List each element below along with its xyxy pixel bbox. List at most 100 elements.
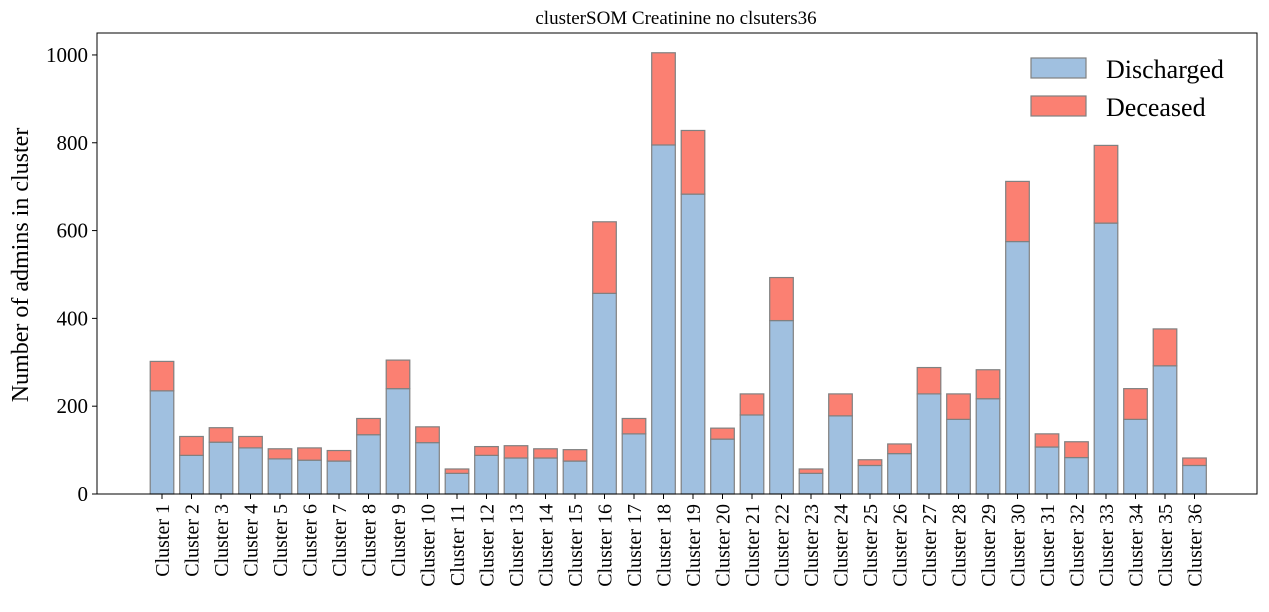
bar-deceased-6 (297, 447, 322, 461)
bar-deceased-9 (385, 359, 411, 390)
bar-discharged-16 (592, 292, 617, 495)
x-tick-label: Cluster 4 (241, 504, 263, 577)
bar-discharged-11 (444, 472, 470, 495)
bar-deceased-21 (739, 393, 765, 416)
bar-deceased-15 (562, 449, 588, 462)
y-tick-label: 400 (57, 306, 89, 330)
y-tick-label: 600 (57, 219, 89, 243)
y-tick-label: 800 (57, 131, 89, 155)
x-tick-label: Cluster 35 (1155, 504, 1177, 587)
bar-discharged-23 (798, 472, 824, 495)
x-tick-label: Cluster 9 (388, 504, 410, 577)
bar-discharged-1 (149, 390, 175, 495)
x-tick-label: Cluster 23 (801, 504, 823, 587)
legend: Discharged Deceased (1030, 55, 1224, 122)
bar-discharged-2 (179, 454, 204, 495)
bar-discharged-28 (946, 418, 971, 495)
bar-deceased-8 (356, 417, 381, 436)
x-tick-label: Cluster 27 (919, 504, 941, 587)
bar-deceased-31 (1034, 433, 1060, 448)
x-tick-label: Cluster 3 (211, 504, 233, 577)
bar-discharged-18 (651, 144, 676, 495)
bar-deceased-17 (621, 417, 647, 435)
axes-frame (96, 32, 1258, 495)
bar-discharged-14 (533, 457, 558, 495)
bar-discharged-3 (208, 441, 234, 495)
legend-label-deceased: Deceased (1106, 93, 1206, 122)
x-tick-label: Cluster 28 (949, 504, 971, 587)
x-tick-label: Cluster 24 (831, 504, 853, 587)
x-tick-label: Cluster 21 (742, 504, 764, 587)
bar-deceased-23 (798, 468, 824, 474)
bar-deceased-14 (533, 448, 558, 459)
x-tick-label: Cluster 10 (418, 504, 440, 587)
x-tick-label: Cluster 33 (1096, 504, 1118, 587)
x-tick-label: Cluster 29 (978, 504, 1000, 587)
x-tick-label: Cluster 26 (890, 504, 912, 587)
bar-deceased-7 (326, 449, 352, 462)
bar-deceased-4 (238, 435, 263, 449)
x-tick-label: Cluster 30 (1008, 504, 1030, 587)
bar-deceased-1 (149, 360, 175, 392)
bar-deceased-32 (1064, 441, 1089, 459)
y-tick-label: 0 (78, 482, 89, 506)
bar-deceased-28 (946, 393, 971, 420)
x-tick-label: Cluster 15 (565, 504, 587, 587)
x-tick-label: Cluster 5 (270, 504, 292, 577)
bar-discharged-10 (415, 442, 440, 495)
bar-deceased-13 (503, 445, 529, 459)
x-tick-label: Cluster 19 (683, 504, 705, 587)
bar-discharged-8 (356, 434, 381, 495)
bar-discharged-31 (1034, 446, 1060, 495)
bar-deceased-33 (1093, 144, 1119, 224)
bar-deceased-5 (267, 448, 293, 460)
x-tick-label: Cluster 1 (152, 504, 174, 577)
x-tick-label: Cluster 8 (359, 504, 381, 577)
bar-discharged-4 (238, 447, 263, 495)
bar-deceased-3 (208, 427, 234, 443)
x-tick-label: Cluster 32 (1067, 504, 1089, 587)
bar-discharged-36 (1182, 464, 1207, 495)
bar-discharged-5 (267, 458, 293, 495)
bar-deceased-10 (415, 426, 440, 444)
y-axis-ticks: 0 200 400 600 800 1000 (46, 43, 97, 506)
x-tick-label: Cluster 14 (536, 504, 558, 587)
x-tick-label: Cluster 36 (1185, 504, 1207, 587)
bar-discharged-6 (297, 459, 322, 495)
bar-deceased-18 (651, 52, 676, 146)
bar-discharged-27 (916, 393, 942, 495)
bar-discharged-7 (326, 460, 352, 495)
bar-discharged-9 (385, 388, 411, 495)
bar-deceased-36 (1182, 457, 1207, 467)
y-tick-label: 200 (57, 394, 89, 418)
bar-deceased-25 (857, 459, 883, 467)
x-tick-label: Cluster 2 (182, 504, 204, 577)
x-tick-label: Cluster 6 (300, 504, 322, 577)
bar-deceased-26 (887, 443, 912, 455)
x-tick-label: Cluster 20 (713, 504, 735, 587)
y-axis-label: Number of admins in cluster (8, 128, 34, 403)
legend-label-discharged: Discharged (1106, 55, 1224, 84)
bar-deceased-12 (474, 445, 499, 456)
legend-swatch-discharged (1030, 57, 1087, 79)
x-axis-ticks: Cluster 1 Cluster 2 Cluster 3 Cluster 4 Clus… (152, 494, 1207, 587)
bar-discharged-35 (1152, 365, 1178, 495)
bar-discharged-33 (1093, 222, 1119, 495)
bar-deceased-34 (1123, 388, 1148, 420)
x-tick-label: Cluster 7 (329, 504, 351, 577)
x-tick-label: Cluster 25 (860, 504, 882, 587)
bar-deceased-22 (769, 276, 794, 322)
legend-swatch-deceased (1030, 95, 1087, 117)
bar-discharged-22 (769, 319, 794, 495)
bar-deceased-16 (592, 221, 617, 294)
bar-deceased-24 (828, 393, 853, 417)
bar-discharged-24 (828, 415, 853, 495)
bar-discharged-12 (474, 454, 499, 495)
bar-deceased-19 (680, 129, 706, 195)
bar-discharged-32 (1064, 456, 1089, 495)
bar-discharged-13 (503, 457, 529, 495)
x-tick-label: Cluster 17 (624, 504, 646, 587)
bar-discharged-20 (710, 438, 735, 495)
x-tick-label: Cluster 13 (506, 504, 528, 587)
